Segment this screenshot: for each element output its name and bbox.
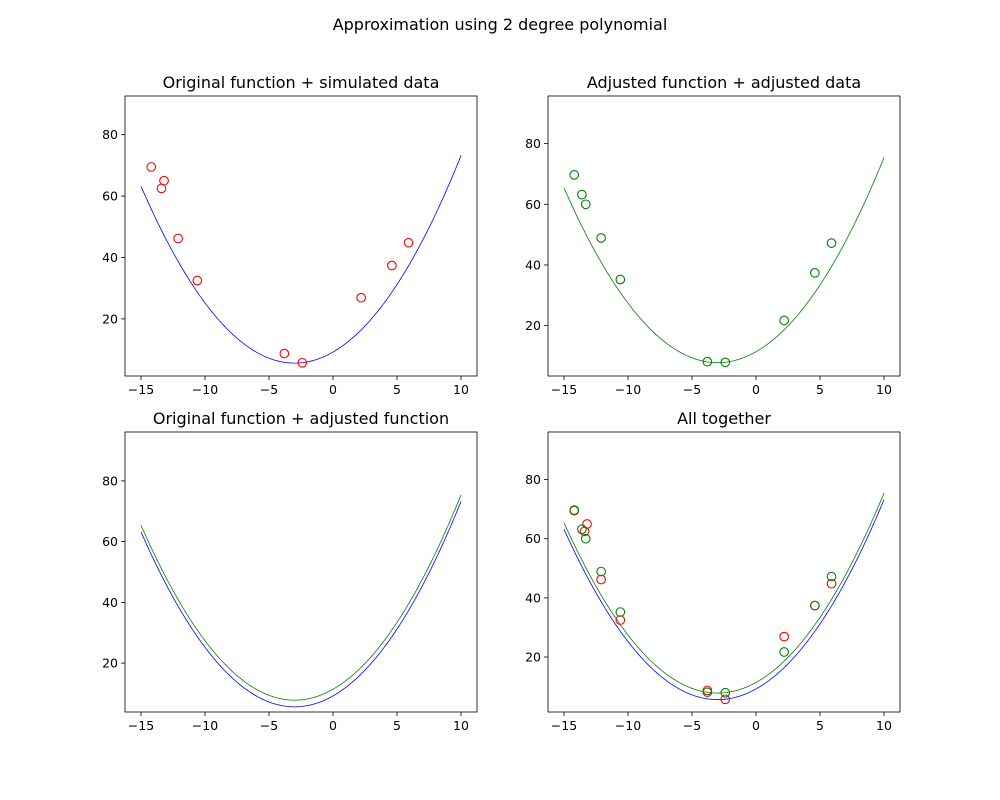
subplot-4-y-tick-label: 20	[525, 650, 541, 665]
subplot-1-simulated-points-point	[279, 348, 290, 359]
subplot-2-adjusted-points-point	[826, 238, 837, 248]
subplot-1-x-tick-label: 0	[329, 382, 337, 397]
subplot-2-adjusted-points-point	[720, 357, 731, 368]
subplot-4-simulated-points-point	[720, 694, 731, 705]
subplot-2-x-tick-label: −5	[683, 382, 701, 397]
subplot-4-adjusted-points-point	[569, 505, 580, 515]
subplot-2-axes-frame	[547, 95, 901, 377]
subplot-4-adjusted-function-line	[563, 493, 885, 694]
subplot-4-adjusted-points-point	[580, 533, 591, 544]
subplot-2-adjusted-points-point	[702, 356, 713, 367]
subplot-3-y-tick-label: 80	[102, 473, 118, 488]
subplot-3-x-tick-label: 5	[393, 718, 401, 733]
subplot-4-simulated-points-point	[615, 615, 626, 625]
subplot-2-y-tick-label: 40	[525, 257, 541, 272]
subplot-1-simulated-points-point	[403, 237, 414, 248]
subplot-3-original-function-line	[140, 501, 462, 708]
subplot-1-y-tick-label: 80	[102, 127, 118, 142]
subplot-2-x-tick-label: 0	[752, 382, 760, 397]
subplot-4-adjusted-points-point	[826, 571, 837, 582]
subplot-2-adjusted-points-point	[569, 170, 580, 180]
subplot-4-original-function-line	[563, 499, 885, 700]
subplot-1-simulated-points-point	[387, 260, 397, 271]
subplot-4-x-tick-label: 5	[816, 718, 824, 733]
subplot-1-simulated-points-point	[173, 233, 183, 244]
subplot-3-y-tick-label: 60	[102, 534, 118, 549]
subplot-4-adjusted-points-point	[577, 524, 587, 535]
subplot-4-adjusted-points-point	[779, 647, 790, 657]
subplot-2: Adjusted function + adjusted data −15 −10…	[525, 73, 901, 397]
subplot-4-adjusted-points-point	[720, 687, 731, 698]
subplot-4-simulated-points-point	[582, 519, 592, 529]
subplot-2-x-tick-label: 10	[876, 382, 892, 397]
subplot-4-adjusted-points-point	[702, 687, 713, 698]
subplot-1-x-tick-label: 5	[393, 382, 401, 397]
subplot-1-simulated-points-point	[192, 275, 203, 286]
subplot-3-x-tick-label: −5	[260, 718, 278, 733]
subplot-1-axes-frame	[124, 95, 478, 377]
subplot-4-adjusted-points-point	[615, 607, 626, 617]
subplot-1-simulated-points-point	[356, 292, 367, 303]
subplot-4: All together −15 −10 −5 0 5 10 20 40 60 80	[525, 409, 901, 733]
subplot-4-x-tick-label: 10	[876, 718, 892, 733]
subplot-1-y-tick-label: 60	[102, 189, 118, 204]
subplot-4-adjusted-points-point	[596, 566, 606, 577]
subplot-1-x-tick-label: −15	[128, 382, 154, 397]
subplot-4-simulated-points-point	[779, 631, 790, 642]
subplot-3-adjusted-function-line	[140, 494, 462, 701]
subplot-4-x-tick-label: 0	[752, 718, 760, 733]
subplot-3-x-tick-label: −10	[192, 718, 218, 733]
subplot-2-adjusted-points-point	[779, 315, 790, 326]
subplot-2-x-tick-label: 5	[816, 382, 824, 397]
subplot-2-y-tick-label: 60	[525, 197, 541, 212]
subplot-2-adjusted-points-point	[580, 199, 591, 210]
subplot-1-title: Original function + simulated data	[163, 73, 440, 92]
subplot-4-axes-frame	[547, 431, 901, 713]
subplot-4-simulated-points-point	[596, 574, 606, 585]
subplot-4-x-tick-label: −10	[615, 718, 641, 733]
subplot-4-x-tick-label: −5	[683, 718, 701, 733]
subplot-4-simulated-points-point	[826, 578, 837, 589]
subplot-4-y-tick-label: 40	[525, 590, 541, 605]
subplot-3: Original function + adjusted function −1…	[102, 409, 478, 733]
subplot-2-title: Adjusted function + adjusted data	[587, 73, 861, 92]
subplot-1-x-tick-label: −10	[192, 382, 218, 397]
subplot-1-simulated-points-point	[146, 162, 157, 172]
subplot-1-y-tick-label: 40	[102, 250, 118, 265]
subplot-4-adjusted-points-point	[810, 600, 820, 611]
subplot-4-title: All together	[677, 409, 771, 428]
subplot-2-adjusted-points-point	[577, 189, 587, 200]
subplot-3-axes-frame	[124, 431, 478, 713]
subplot-2-adjusted-points-point	[615, 274, 626, 285]
subplot-2-y-tick-label: 20	[525, 318, 541, 333]
subplot-3-x-tick-label: 0	[329, 718, 337, 733]
subplot-1-x-tick-label: −5	[260, 382, 278, 397]
subplot-1: Original function + simulated data −15 −1…	[102, 73, 478, 397]
subplot-2-adjusted-points-point	[810, 268, 820, 278]
subplot-3-x-tick-label: −15	[128, 718, 154, 733]
subplot-4-y-tick-label: 80	[525, 472, 541, 487]
subplot-2-adjusted-points-point	[596, 233, 606, 243]
subplot-4-y-tick-label: 60	[525, 531, 541, 546]
subplot-1-simulated-points-point	[159, 175, 169, 186]
subplot-2-x-tick-label: −10	[615, 382, 641, 397]
subplot-2-adjusted-function-line	[563, 157, 885, 364]
subplot-1-simulated-points-point	[297, 357, 308, 368]
subplot-2-x-tick-label: −15	[551, 382, 577, 397]
subplot-3-title: Original function + adjusted function	[153, 409, 449, 428]
subplot-4-x-tick-label: −15	[551, 718, 577, 733]
figure-suptitle: Approximation using 2 degree polynomial	[333, 15, 668, 34]
subplot-3-x-tick-label: 10	[453, 718, 469, 733]
subplot-1-y-tick-label: 20	[102, 311, 118, 326]
subplot-2-y-tick-label: 80	[525, 136, 541, 151]
subplot-1-original-function-line	[140, 155, 462, 364]
subplot-3-y-tick-label: 40	[102, 595, 118, 610]
subplot-1-x-tick-label: 10	[453, 382, 469, 397]
subplot-3-y-tick-label: 20	[102, 656, 118, 671]
